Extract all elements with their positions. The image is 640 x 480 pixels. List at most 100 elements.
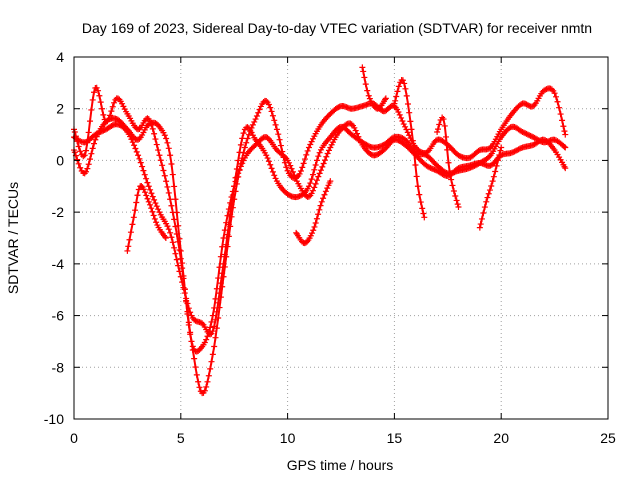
data-point [149,125,156,132]
data-point [87,118,94,125]
data-point [480,161,487,168]
data-point [115,95,122,102]
data-point [252,141,259,148]
grid [74,57,608,419]
data-point [309,230,316,237]
data-point [311,166,318,173]
data-point [562,131,569,138]
data-point [359,64,366,71]
x-tick-label: 25 [600,430,616,446]
data-point [219,243,226,250]
series-2 [71,121,569,338]
data-point [269,112,276,119]
data-point [426,164,433,171]
data-point [450,187,457,194]
data-point [213,308,220,315]
data-point [325,112,332,119]
data-point [237,141,244,148]
data-point [560,123,567,130]
data-point [192,317,199,324]
data-point [305,144,312,151]
data-point [176,268,183,275]
data-point [291,172,298,179]
data-point [235,170,242,177]
data-point [404,144,411,151]
data-point [420,210,427,217]
data-point [351,124,358,131]
data-point [195,378,202,385]
data-point [203,383,210,390]
data-point [132,207,139,214]
data-point [252,116,259,123]
data-point [406,109,413,116]
data-point [324,113,331,120]
data-point [355,133,362,140]
data-point [407,118,414,125]
series-4 [124,182,169,254]
data-point [227,199,234,206]
data-point [320,195,327,202]
data-point [309,187,316,194]
data-point [557,111,564,118]
data-point [220,235,227,241]
data-point [129,221,136,228]
data-point [267,161,274,168]
data-point [365,92,372,99]
data-point [143,192,150,199]
y-tick-label: 2 [56,101,64,117]
data-point [126,236,133,243]
data-point [204,333,211,340]
data-point [239,135,246,142]
data-point [411,149,418,156]
data-point [138,182,145,189]
data-point [516,145,523,152]
data-point [440,171,447,178]
data-point [253,112,260,119]
series-6 [359,64,389,112]
data-point [177,247,184,254]
data-point [268,165,275,172]
plot-frame [73,56,609,420]
data-point [287,162,294,169]
data-point [153,203,160,210]
data-point [296,170,303,177]
data-point [176,235,183,242]
data-point [96,92,103,99]
data-point [144,195,151,202]
data-point [187,331,194,338]
data-point [180,272,187,279]
data-point [399,118,406,125]
data-point [259,135,266,142]
data-point [320,160,327,167]
data-point [77,148,84,155]
data-point [172,196,179,203]
data-point [151,130,158,137]
data-point [87,156,94,163]
data-point [167,229,174,236]
data-point [522,130,529,137]
data-point [402,136,409,143]
data-point [152,136,159,143]
data-point [83,147,90,154]
data-point [399,77,406,84]
data-point [100,111,107,118]
data-point [304,147,311,154]
data-point [309,171,316,178]
data-point [284,167,291,174]
data-point [403,126,410,133]
data-point [203,336,210,343]
data-point [145,183,152,190]
data-point [456,153,463,160]
data-point [140,186,147,193]
data-point [225,206,232,213]
data-point [123,125,130,132]
data-point [105,116,112,123]
y-tick-label: -6 [52,308,65,324]
data-point [150,212,157,219]
data-point [396,111,403,118]
data-point [292,175,299,182]
data-point [212,334,219,341]
data-point [153,120,160,127]
data-point [89,96,96,103]
data-point [483,198,490,205]
